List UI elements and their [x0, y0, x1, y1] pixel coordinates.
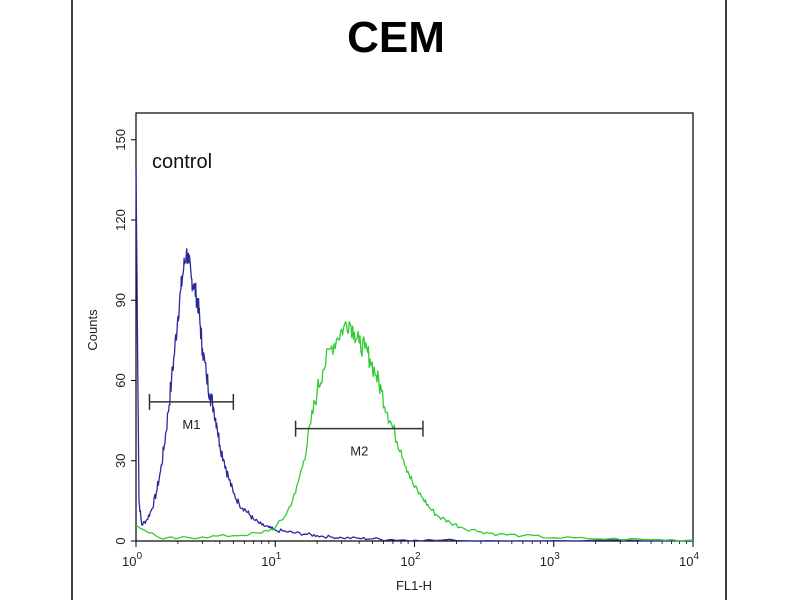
gate-markers: M1 M2	[148, 393, 424, 459]
x-tick-label: 104	[679, 551, 699, 569]
x-axis-ticks: 100 101 102 103 104	[122, 541, 699, 569]
x-tick-label: 102	[400, 551, 420, 569]
control-histogram-line	[135, 166, 694, 542]
y-tick-label: 60	[113, 373, 128, 387]
x-tick-label: 100	[122, 551, 142, 569]
y-tick-label: 120	[113, 209, 128, 231]
x-axis-label: FL1-H	[396, 578, 432, 593]
histogram-series	[135, 166, 694, 542]
x-tick-label: 101	[261, 551, 281, 569]
y-tick-label: 150	[113, 129, 128, 151]
gate-marker-label: M1	[182, 417, 200, 432]
y-tick-label: 90	[113, 293, 128, 307]
y-tick-label: 0	[113, 537, 128, 544]
x-tick-label: 103	[540, 551, 560, 569]
y-axis-label: Counts	[85, 309, 100, 351]
y-axis-ticks: 0 30 60 90 120 150	[113, 129, 136, 545]
sample-histogram-line	[135, 320, 694, 542]
y-tick-label: 30	[113, 454, 128, 468]
control-annotation: control	[152, 151, 212, 173]
chart-title: CEM	[347, 13, 445, 62]
gate-marker-label: M2	[350, 444, 368, 459]
